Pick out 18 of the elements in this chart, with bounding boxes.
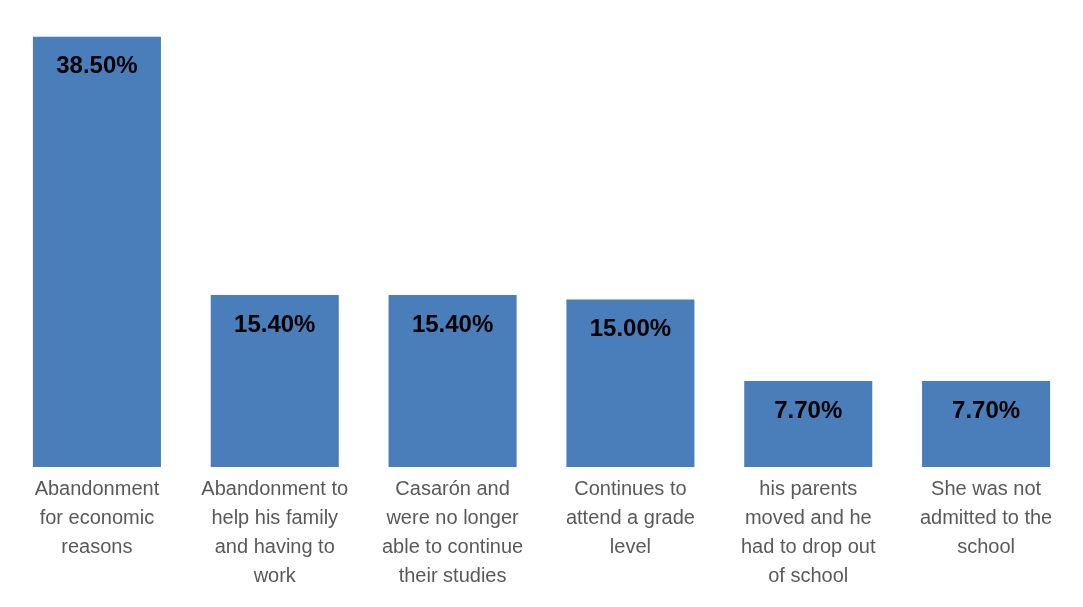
x-tick-label: his parents moved and he had to drop out of school — [740, 477, 876, 587]
data-label: 15.00% — [589, 314, 672, 341]
data-label: 38.50% — [56, 51, 138, 79]
x-tick-label: Abandonment to help his family and having to work — [201, 477, 349, 587]
bar — [210, 294, 339, 467]
data-label: 7.70% — [774, 395, 843, 423]
data-label: 7.70% — [952, 395, 1021, 423]
bar — [32, 36, 161, 467]
data-label: 15.40% — [411, 309, 494, 337]
x-tick-label: Continues to attend a grade level — [565, 477, 695, 558]
bar — [744, 380, 873, 467]
x-tick-label: Casarón and were no longer able to continue their studies — [381, 477, 524, 587]
bar — [388, 294, 517, 467]
x-tick-label: She was not admitted to the school — [919, 477, 1053, 558]
bar — [922, 380, 1051, 467]
bar — [566, 299, 695, 467]
data-label: 15.40% — [234, 309, 316, 337]
x-tick-label: Abandonment for economic reasons — [34, 477, 160, 558]
